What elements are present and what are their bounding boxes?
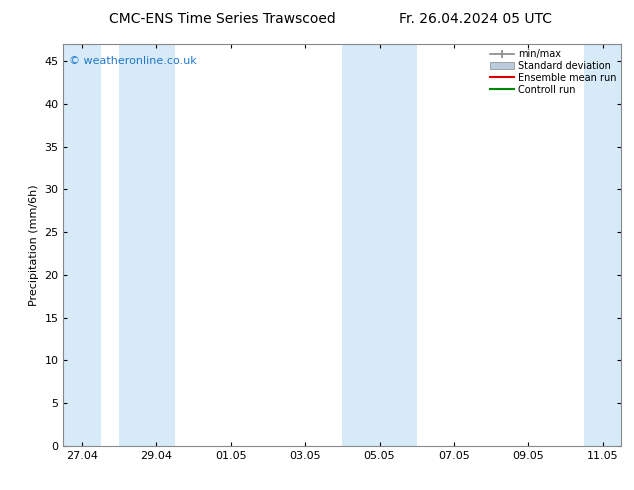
Bar (342, 44, 417, 446)
Legend: min/max, Standard deviation, Ensemble mean run, Controll run: min/max, Standard deviation, Ensemble me… (489, 49, 616, 95)
Bar (119, 44, 175, 446)
Text: © weatheronline.co.uk: © weatheronline.co.uk (69, 56, 197, 66)
Text: Fr. 26.04.2024 05 UTC: Fr. 26.04.2024 05 UTC (399, 12, 552, 26)
Text: CMC-ENS Time Series Trawscoed: CMC-ENS Time Series Trawscoed (108, 12, 335, 26)
Bar (584, 44, 621, 446)
Bar (63, 44, 101, 446)
Y-axis label: Precipitation (mm/6h): Precipitation (mm/6h) (29, 184, 39, 306)
